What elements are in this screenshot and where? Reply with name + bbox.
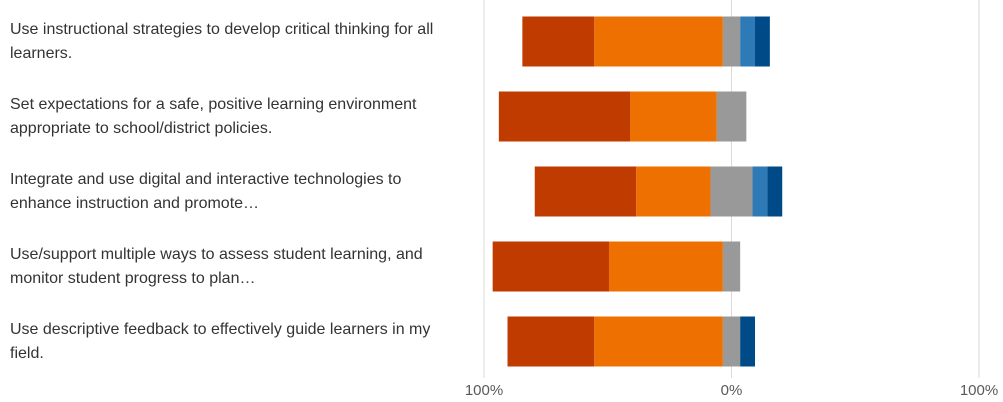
bar-segment [722,16,741,67]
bar-segment [740,316,756,367]
bar-segment [492,241,609,292]
bar-segment [630,91,717,142]
x-tick-label: 0% [721,382,743,399]
bar-segment [755,16,770,67]
bar-segment [522,16,595,67]
bar-segment [636,166,711,217]
category-label: Use descriptive feedback to effectively … [10,320,431,362]
bar-segment [507,316,595,367]
bar-segment [608,241,723,292]
category-label: Use/support multiple ways to assess stud… [10,245,423,287]
bar-segment [710,166,753,217]
bar-segment [716,91,747,142]
bar-segment [534,166,637,217]
bar-segment [722,316,741,367]
bar-segment [767,166,783,217]
x-tick-label: 100% [465,382,503,399]
bar-segment [594,316,723,367]
bar-segment [752,166,768,217]
bar-segment [740,16,756,67]
category-label: Set expectations for a safe, positive le… [10,95,417,137]
category-label: Integrate and use digital and interactiv… [10,170,402,212]
bar-segment [594,16,723,67]
category-label: Use instructional strategies to develop … [10,20,434,62]
bar-segment [498,91,631,142]
x-tick-label: 100% [960,382,998,399]
bar-segment [722,241,741,292]
